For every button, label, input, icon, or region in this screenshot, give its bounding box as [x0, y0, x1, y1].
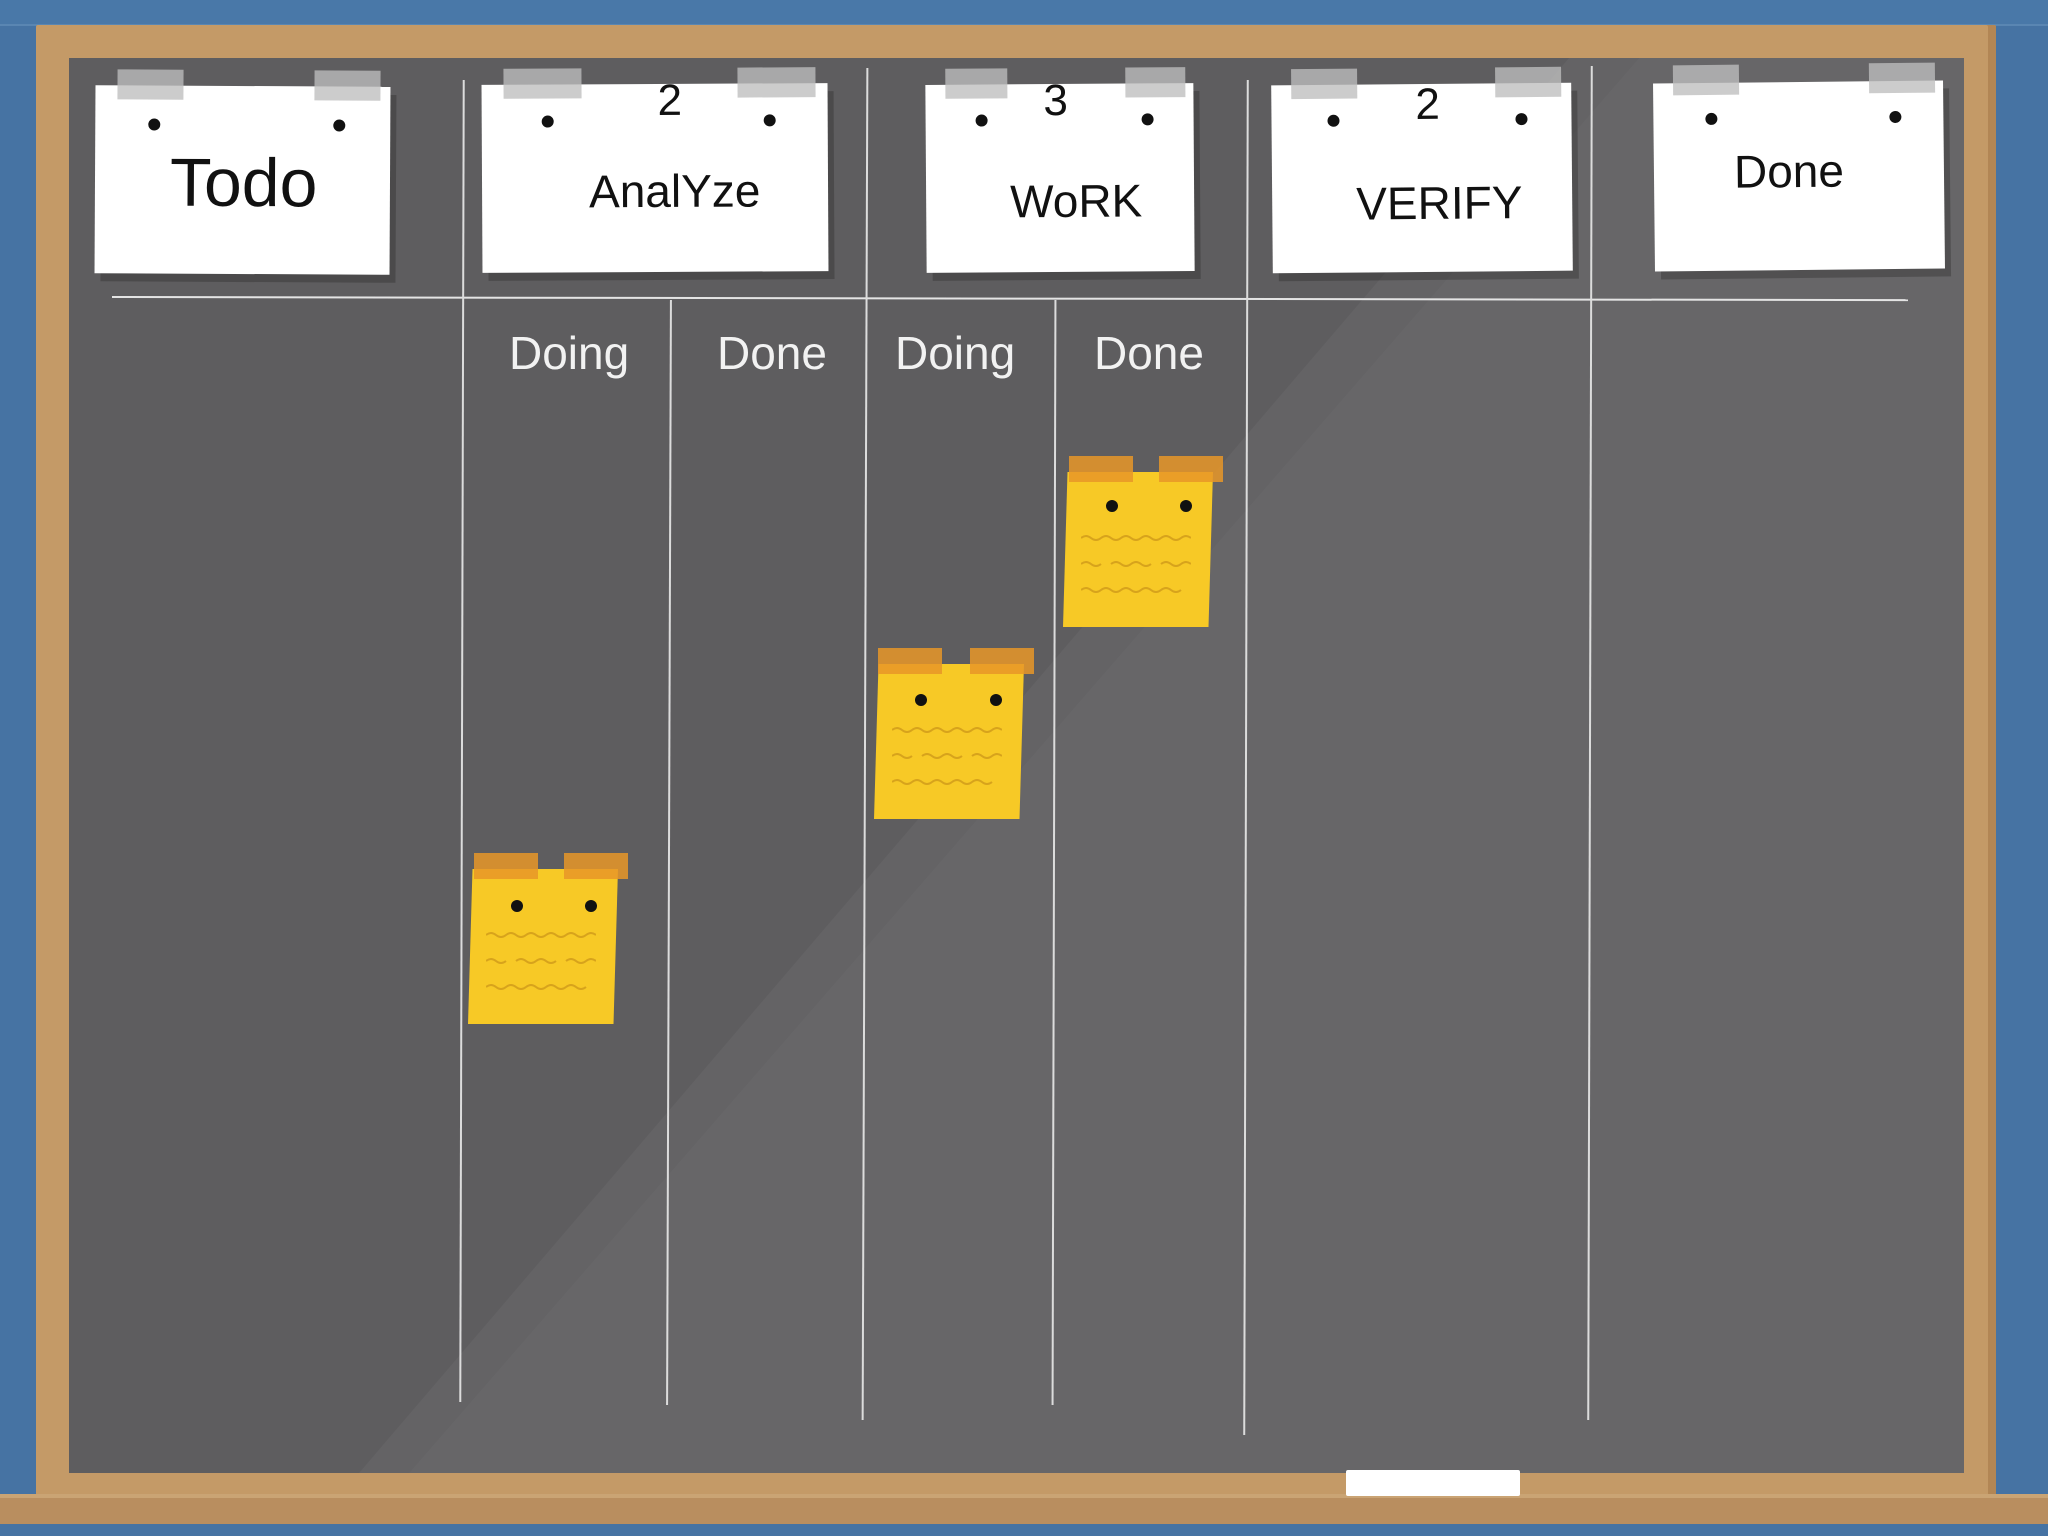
- wall-bottom: [0, 1524, 2048, 1536]
- pin-icon: [1889, 110, 1902, 124]
- subcolumn-work-doing: Doing: [895, 327, 1016, 379]
- text-scribble: [892, 779, 993, 785]
- wip-limit: 2: [657, 75, 683, 125]
- column-title: Done: [1733, 144, 1845, 198]
- sticky-note-work-done[interactable]: [1061, 456, 1223, 636]
- tape-icon: [737, 67, 816, 98]
- tape-icon: [1868, 62, 1936, 94]
- column-header-analyze[interactable]: 2 AnalYze: [481, 67, 829, 273]
- pin-icon: [148, 118, 161, 131]
- chalk-icon: [1346, 1470, 1520, 1496]
- text-scribble: [892, 753, 1002, 759]
- tape-icon: [314, 70, 381, 101]
- pin-icon: [763, 114, 776, 127]
- column-title: AnalYze: [588, 164, 761, 218]
- tape-icon: [1495, 66, 1562, 98]
- text-scribble: [486, 958, 596, 964]
- subcolumn-analyze-doing: Doing: [509, 327, 630, 379]
- tape-icon: [878, 648, 942, 674]
- column-header-done[interactable]: Done: [1653, 62, 1945, 272]
- wip-limit: 3: [1043, 75, 1069, 126]
- tape-icon: [1125, 67, 1186, 98]
- tape-icon: [1291, 68, 1358, 100]
- text-scribble: [486, 984, 587, 990]
- sticky-note-work-doing[interactable]: [872, 648, 1034, 828]
- tape-icon: [1159, 456, 1223, 482]
- text-scribble: [1081, 587, 1182, 593]
- subcolumn-analyze-done: Done: [717, 327, 827, 379]
- pin-icon: [1327, 114, 1340, 127]
- pin-icon: [585, 900, 597, 912]
- pin-icon: [1180, 500, 1192, 512]
- wall-background: [0, 0, 2048, 26]
- text-scribble: [486, 932, 596, 938]
- pin-icon: [1106, 500, 1118, 512]
- sticky-note-body: [874, 664, 1024, 819]
- subcolumn-work-done: Done: [1094, 327, 1204, 379]
- column-header-todo[interactable]: Todo: [94, 69, 391, 275]
- chalk-ledge: [0, 1494, 2048, 1528]
- wip-limit: 2: [1415, 79, 1441, 130]
- tape-icon: [503, 68, 582, 99]
- pin-icon: [333, 119, 346, 132]
- pin-icon: [1515, 113, 1528, 126]
- column-header-verify[interactable]: 2 VERIFY: [1271, 66, 1573, 274]
- tape-icon: [945, 68, 1008, 99]
- text-scribble: [892, 727, 1002, 733]
- pin-icon: [915, 694, 927, 706]
- column-title: Todo: [169, 144, 318, 222]
- column-title: WoRK: [1009, 174, 1143, 228]
- tape-icon: [117, 69, 184, 100]
- pin-icon: [511, 900, 523, 912]
- tape-icon: [564, 853, 628, 879]
- column-header-work[interactable]: 3 WoRK: [925, 67, 1195, 273]
- pin-icon: [541, 115, 554, 128]
- pin-icon: [1705, 112, 1718, 125]
- pin-icon: [1141, 113, 1154, 126]
- sticky-note-body: [468, 869, 618, 1024]
- tape-icon: [474, 853, 538, 879]
- pin-icon: [990, 694, 1002, 706]
- pin-icon: [975, 114, 988, 127]
- tape-icon: [1069, 456, 1133, 482]
- sticky-note-analyze-doing[interactable]: [466, 853, 628, 1033]
- column-title: VERIFY: [1355, 176, 1523, 230]
- sticky-note-body: [1063, 472, 1213, 627]
- tape-icon: [1672, 64, 1740, 96]
- tape-icon: [970, 648, 1034, 674]
- text-scribble: [1081, 561, 1191, 567]
- text-scribble: [1081, 535, 1191, 541]
